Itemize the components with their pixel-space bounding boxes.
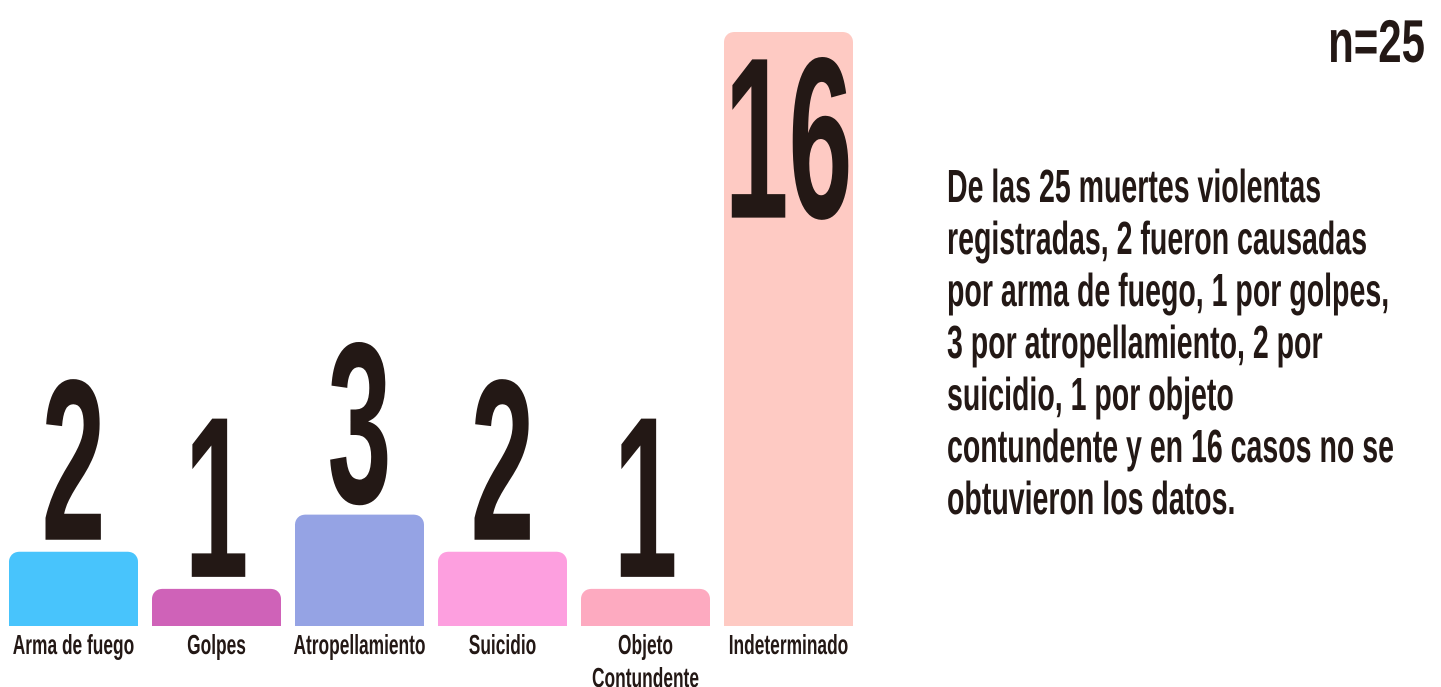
value-label: 1 — [185, 368, 249, 626]
bar — [724, 32, 853, 626]
bar — [438, 551, 567, 626]
bar — [295, 514, 424, 626]
bar — [9, 551, 138, 626]
bar-base — [724, 616, 853, 626]
value-label: 3 — [328, 294, 392, 552]
sample-size: n=25 — [1328, 8, 1425, 75]
value-label: 1 — [614, 368, 678, 626]
x-tick-label: Objeto Contundente — [592, 629, 699, 687]
bar-base — [9, 616, 138, 626]
bar-base — [295, 616, 424, 626]
bar-base — [152, 616, 281, 626]
description: De las 25 muertes violentas registradas,… — [947, 160, 1394, 524]
bar-base — [438, 616, 567, 626]
x-tick-label: Golpes — [187, 629, 246, 660]
x-tick-label: Suicidio — [469, 629, 536, 660]
x-tick-label: Indeterminado — [729, 629, 849, 660]
x-tick-label-line: Objeto — [618, 629, 673, 660]
value-label: 16 — [725, 9, 853, 267]
bar-base — [581, 616, 710, 626]
x-tick-label: Atropellamiento — [293, 629, 425, 660]
value-label: 2 — [42, 331, 106, 589]
x-tick-label: Arma de fuego — [13, 629, 134, 660]
x-tick-label-line: Contundente — [592, 662, 699, 687]
value-label: 2 — [471, 331, 535, 589]
